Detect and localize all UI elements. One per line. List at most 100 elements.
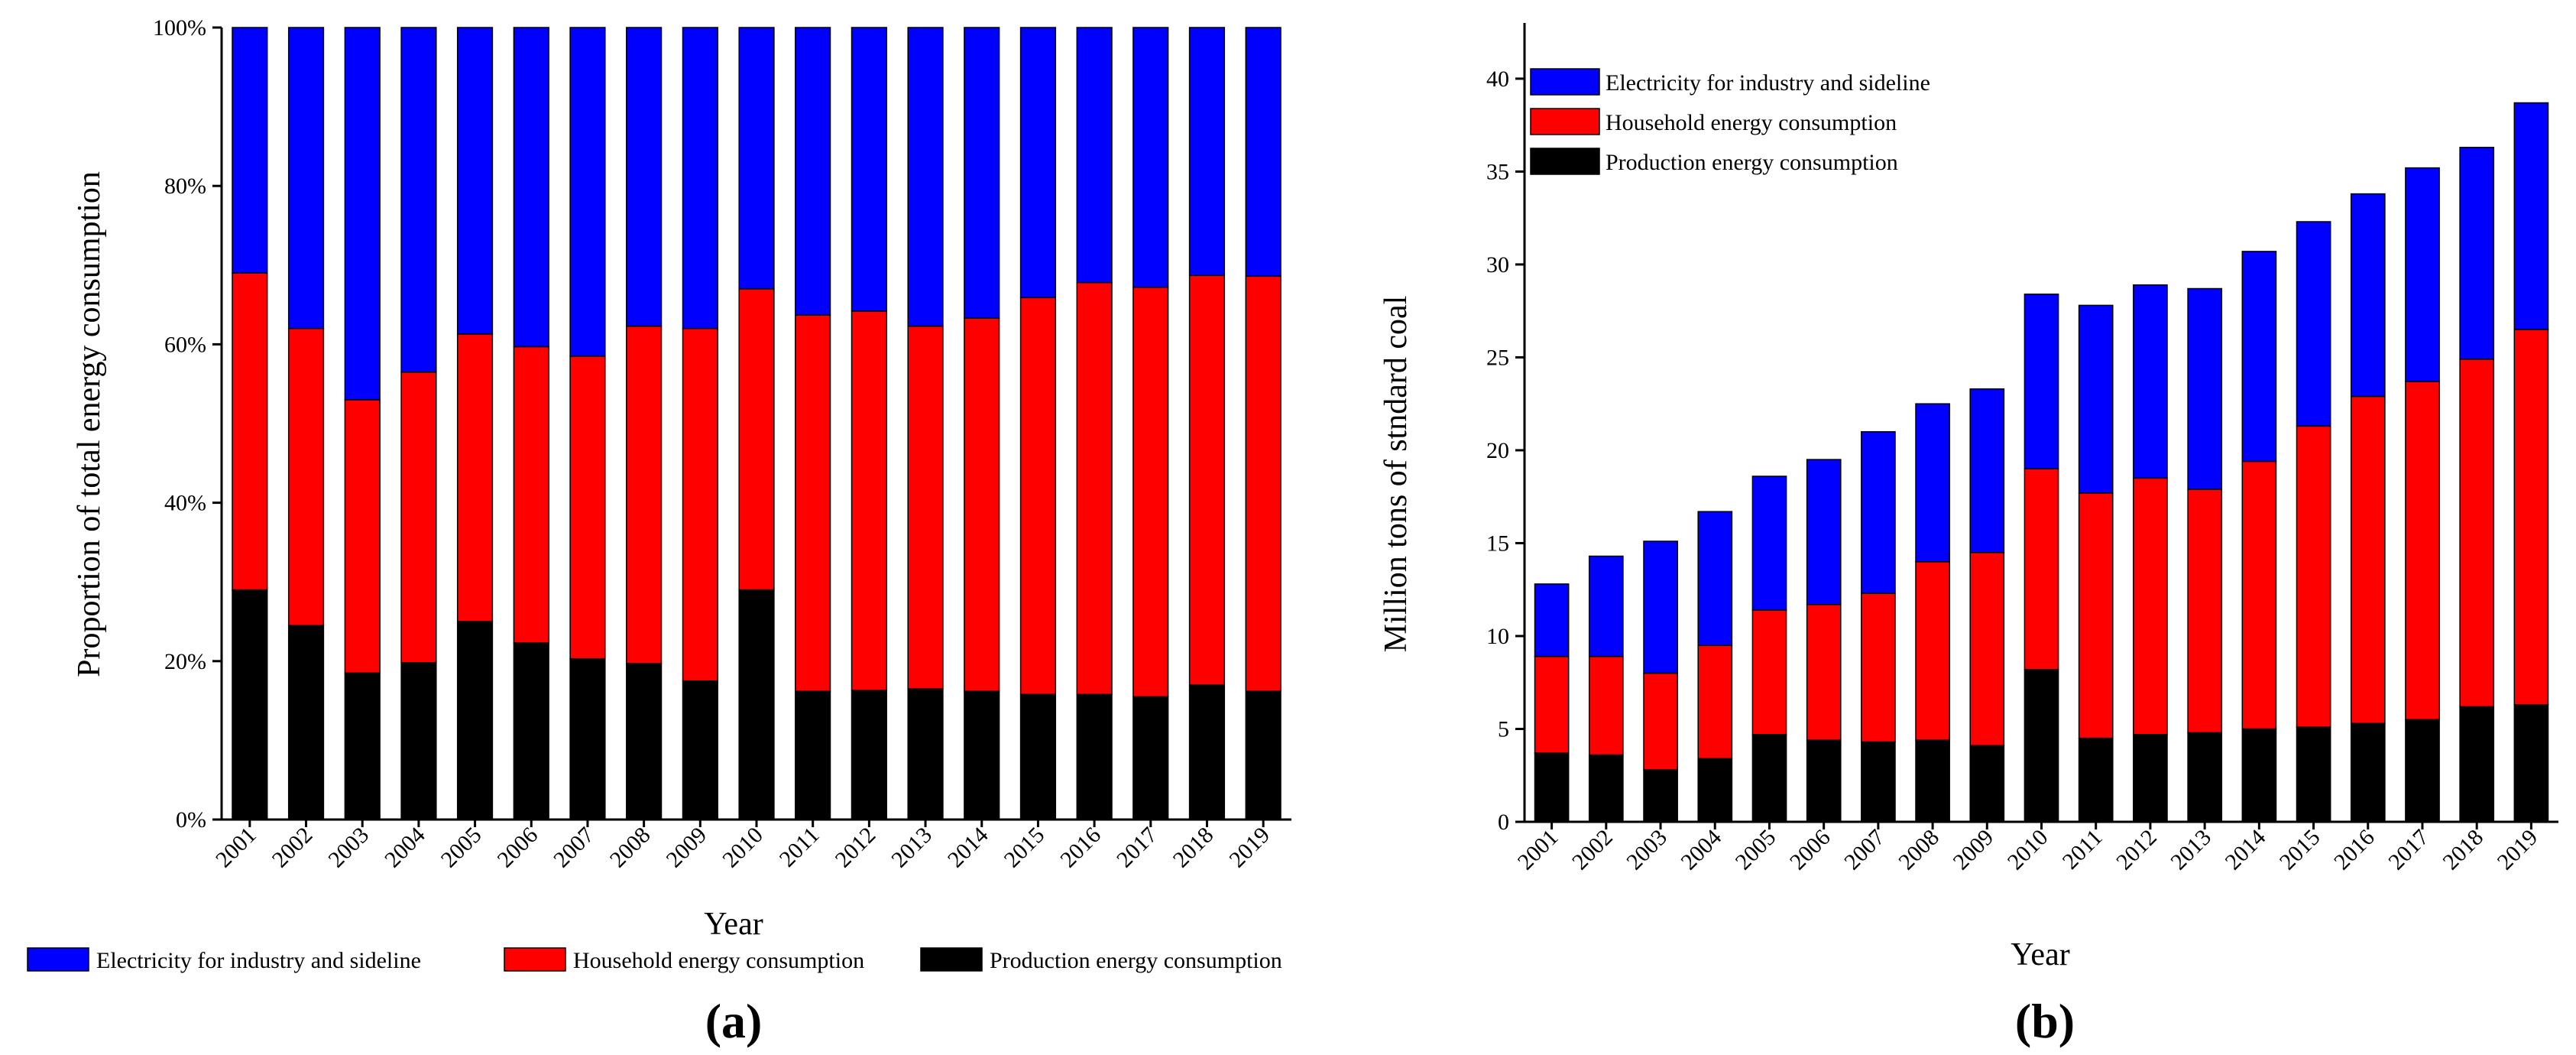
chart-a-y-ticks: 0% 20% 40% 60% 80% 100%	[153, 15, 222, 833]
chart-b-bar-2012-series-0	[2133, 734, 2168, 823]
chart-b-x-tick-label: 2016	[2329, 825, 2380, 875]
chart-b-bar-2007-series-0	[1861, 741, 1896, 823]
chart-a-y-tick-label: 80%	[164, 174, 206, 199]
chart-b-x-tick-label: 2004	[1676, 825, 1726, 875]
chart-b-bar-2012-series-1	[2133, 477, 2168, 735]
chart-a-bar-2010-series-1	[738, 288, 775, 591]
chart-a-x-tick-label: 2016	[1055, 823, 1106, 873]
chart-a-x-tick-label: 2013	[886, 823, 937, 873]
chart-a-bar-2008-series-2	[626, 27, 663, 327]
chart-b-bar-2014-series-1	[2241, 460, 2277, 730]
chart-b-legend-label: Production energy consumption	[1606, 150, 1898, 175]
chart-a-bar-2005-series-2	[456, 27, 494, 335]
chart-b-x-tick-label: 2012	[2111, 825, 2162, 875]
chart-b-bar-2005-series-2	[1751, 476, 1787, 611]
chart-b-bar-2015-series-1	[2296, 425, 2331, 728]
chart-b-bar-2010-series-1	[2024, 468, 2059, 670]
chart-a-x-tick-label: 2003	[323, 823, 374, 873]
chart-a-bar-2012-series-0	[851, 690, 887, 820]
chart-a-bar-2018-series-2	[1188, 27, 1226, 277]
chart-b-bar-2017-series-0	[2405, 719, 2440, 823]
chart-a-x-tick-label: 2004	[380, 823, 430, 873]
chart-b-x-tick-label: 2001	[1513, 825, 1563, 875]
chart-b-bar-2008-series-0	[1915, 739, 1950, 823]
chart-b-x-tick-label: 2017	[2383, 825, 2434, 875]
chart-a-bar-2002-series-0	[287, 625, 325, 820]
chart-a-bar-2017-series-1	[1132, 287, 1169, 698]
chart-b-bar-2015-series-2	[2296, 221, 2331, 427]
chart-a-bar-2019-series-2	[1245, 27, 1282, 278]
chart-a-bar-2007-series-2	[569, 27, 606, 357]
chart-a-legend-swatch	[27, 947, 89, 972]
chart-a-panel-label: (a)	[705, 994, 763, 1048]
chart-b-x-tick-label: 2015	[2275, 825, 2325, 875]
chart-a-bar-2003-series-2	[344, 27, 381, 401]
chart-b-x-tick-label: 2002	[1567, 825, 1618, 875]
chart-a-bar-2001-series-2	[232, 27, 268, 274]
chart-b-legend: Electricity for industry and sideline Hou…	[1530, 68, 1930, 175]
chart-b-x-tick-label: 2019	[2493, 825, 2543, 875]
chart-b-legend-label: Electricity for industry and sideline	[1606, 70, 1930, 96]
chart-a-y-tick-label: 60%	[164, 332, 206, 357]
chart-b-bar-2001-series-0	[1534, 752, 1570, 823]
chart-a-bar-2011-series-1	[795, 314, 831, 692]
chart-b-bar-2013-series-0	[2187, 732, 2223, 823]
chart-a-bars	[232, 27, 1282, 820]
chart-b-x-tick-label: 2010	[2003, 825, 2053, 875]
chart-a-bar-2004-series-0	[400, 662, 437, 820]
chart-b-bar-2007-series-2	[1861, 430, 1896, 594]
chart-b-bar-2018-series-1	[2459, 359, 2495, 708]
chart-b-bar-2002-series-1	[1588, 655, 1624, 756]
chart-a-bar-2008-series-0	[626, 663, 663, 820]
chart-a-bar-2008-series-1	[626, 325, 663, 664]
chart-a-y-tick-label: 40%	[164, 491, 206, 516]
chart-a-bar-2015-series-1	[1019, 297, 1057, 696]
chart-b-bar-2003-series-0	[1643, 769, 1678, 823]
chart-b-bar-2002-series-0	[1588, 754, 1624, 823]
chart-b-bar-2013-series-1	[2187, 489, 2223, 734]
chart-b-y-tick-label: 0	[1498, 810, 1509, 835]
chart-a-bar-2011-series-2	[795, 27, 831, 316]
chart-b-legend-swatch	[1530, 148, 1600, 175]
chart-a-bar-2004-series-1	[400, 371, 437, 664]
chart-b-x-tick-label: 2009	[1948, 825, 1998, 875]
chart-b-x-tick-label: 2008	[1894, 825, 1944, 875]
chart-a-bar-2009-series-0	[682, 680, 718, 820]
chart-b-x-tick-label: 2018	[2438, 825, 2488, 875]
chart-b-bar-2014-series-2	[2241, 251, 2277, 463]
chart-a-legend-swatch	[504, 947, 566, 972]
chart-b-bar-2012-series-2	[2133, 284, 2168, 479]
chart-a-bar-2018-series-1	[1188, 274, 1226, 686]
chart-b-y-tick-label: 5	[1498, 716, 1509, 742]
chart-a-y-tick-label: 0%	[176, 807, 206, 833]
chart-b-legend-swatch	[1530, 108, 1600, 135]
chart-a-x-tick-label: 2017	[1112, 823, 1162, 873]
chart-a-legend-label: Household energy consumption	[573, 948, 864, 973]
chart-a-x-tick-label: 2001	[211, 823, 261, 873]
chart-b-bar-2004-series-0	[1697, 758, 1733, 823]
chart-b-bar-2011-series-0	[2078, 737, 2114, 823]
chart-a-bar-2018-series-0	[1188, 684, 1226, 820]
chart-b-y-tick-label: 35	[1486, 159, 1509, 184]
chart-a-bar-2003-series-1	[344, 399, 381, 674]
chart-b-bar-2005-series-0	[1751, 734, 1787, 823]
chart-a-bar-2013-series-0	[907, 688, 944, 820]
chart-b-bar-2006-series-2	[1806, 459, 1842, 605]
chart-a-x-axis-title: Year	[704, 907, 763, 942]
chart-b-bar-2008-series-1	[1915, 561, 1950, 741]
chart-b-bar-2008-series-2	[1915, 403, 1950, 563]
chart-a-bar-2004-series-2	[400, 27, 437, 373]
chart-a-bar-2016-series-2	[1076, 27, 1113, 284]
chart-a-x-tick-label: 2012	[831, 823, 881, 873]
chart-a-bar-2014-series-2	[964, 27, 1000, 319]
chart-a-bar-2016-series-1	[1076, 281, 1113, 696]
chart-a-bar-2014-series-1	[964, 317, 1000, 692]
chart-b-legend-swatch	[1530, 68, 1600, 96]
chart-a-y-tick-label: 20%	[164, 649, 206, 674]
chart-b-bar-2017-series-1	[2405, 381, 2440, 721]
chart-b-bar-2018-series-0	[2459, 706, 2495, 823]
chart-b-bar-2009-series-2	[1969, 388, 2005, 553]
chart-a-y-axis-title: Proportion of total energy consumption	[72, 171, 107, 677]
